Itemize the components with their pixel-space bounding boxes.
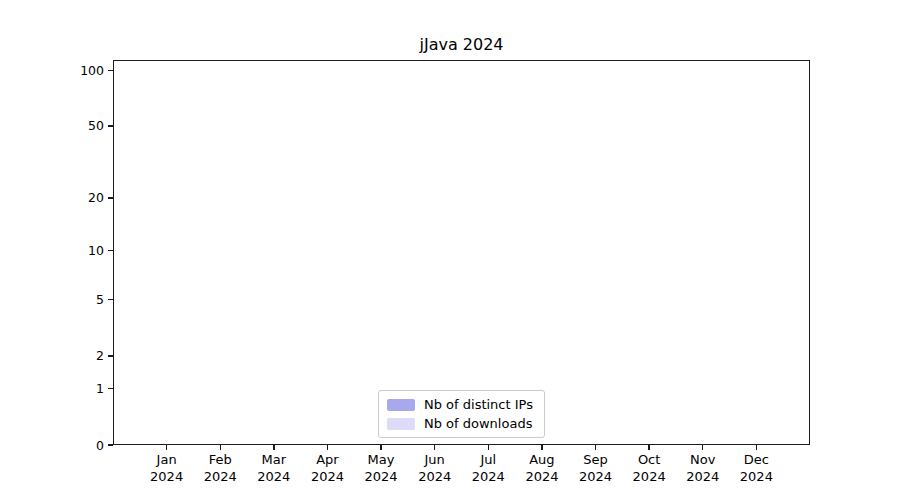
y-tick-mark: [108, 197, 113, 198]
minor-gridline: [114, 287, 809, 288]
y-tick-mark: [108, 70, 113, 71]
x-tick-mark: [166, 445, 167, 450]
x-tick-mark: [648, 445, 649, 450]
y-tick-label: 100: [30, 63, 104, 78]
y-tick-mark: [108, 355, 113, 356]
legend: Nb of distinct IPs Nb of downloads: [378, 390, 545, 438]
x-tick-mark: [488, 445, 489, 450]
chart-title: jJava 2024: [311, 35, 612, 55]
x-tick-mark: [541, 445, 542, 450]
legend-label-distinct-ips: Nb of distinct IPs: [424, 397, 533, 412]
minor-gridline: [114, 314, 809, 315]
y-tick-label: 0: [30, 438, 104, 453]
x-tick-mark: [380, 445, 381, 450]
y-tick-label: 5: [30, 292, 104, 307]
legend-entry-distinct-ips: Nb of distinct IPs: [387, 397, 544, 412]
x-tick-mark: [756, 445, 757, 450]
minor-gridline: [114, 266, 809, 267]
y-tick-label: 10: [30, 243, 104, 258]
x-tick-mark: [434, 445, 435, 450]
y-tick-label: 2: [30, 348, 104, 363]
legend-label-downloads: Nb of downloads: [424, 416, 532, 431]
y-tick-label: 50: [30, 118, 104, 133]
y-tick-label: 20: [30, 190, 104, 205]
major-gridline: [114, 70, 809, 71]
y-tick-mark: [108, 444, 113, 445]
x-tick-month: Dec: [724, 451, 788, 468]
minor-gridline: [114, 276, 809, 277]
major-gridline: [114, 125, 809, 126]
x-tick-year: 2024: [724, 468, 788, 485]
minor-gridline: [114, 88, 809, 89]
x-tick-mark: [220, 445, 221, 450]
x-tick-mark: [702, 445, 703, 450]
distinct-ips-swatch-icon: [387, 399, 415, 411]
y-tick-mark: [108, 388, 113, 389]
legend-entry-downloads: Nb of downloads: [387, 416, 544, 431]
major-gridline: [114, 355, 809, 356]
major-gridline: [114, 197, 809, 198]
minor-gridline: [114, 166, 809, 167]
major-gridline: [114, 250, 809, 251]
downloads-swatch-icon: [387, 418, 415, 430]
x-tick-label: Dec2024: [724, 451, 788, 485]
y-tick-mark: [108, 250, 113, 251]
minor-gridline: [114, 78, 809, 79]
x-tick-mark: [327, 445, 328, 450]
minor-gridline: [114, 258, 809, 259]
y-tick-mark: [108, 125, 113, 126]
major-gridline: [114, 299, 809, 300]
minor-gridline: [114, 111, 809, 112]
minor-gridline: [114, 99, 809, 100]
y-tick-label: 1: [30, 381, 104, 396]
y-tick-mark: [108, 299, 113, 300]
chart-figure: jJava 2024 1005020105210Jan2024Feb2024Ma…: [0, 0, 900, 500]
x-tick-mark: [273, 445, 274, 450]
minor-gridline: [114, 143, 809, 144]
bar-downloads: [703, 356, 725, 445]
minor-gridline: [114, 332, 809, 333]
x-tick-mark: [595, 445, 596, 450]
